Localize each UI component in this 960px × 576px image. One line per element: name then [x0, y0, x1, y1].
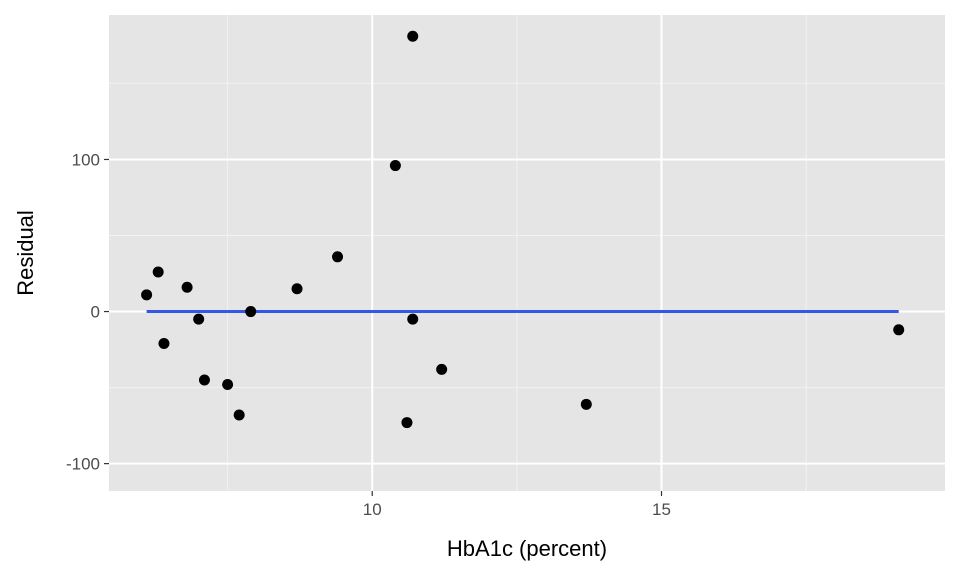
data-point: [141, 289, 153, 301]
data-point: [158, 337, 170, 349]
data-point: [233, 409, 245, 421]
y-axis-ticks: -100 0 100: [66, 150, 109, 474]
minor-gridlines: [109, 15, 945, 491]
data-point: [407, 313, 419, 325]
data-point: [181, 281, 193, 293]
y-axis-title: Residual: [13, 210, 38, 296]
data-point: [152, 266, 164, 278]
data-point: [245, 306, 257, 318]
data-point: [401, 417, 413, 429]
data-point: [332, 251, 344, 263]
data-point: [222, 379, 234, 391]
data-point: [436, 363, 448, 375]
plot-panel: [109, 15, 945, 491]
data-point: [193, 313, 205, 325]
data-point: [407, 30, 419, 42]
x-tick-label: 10: [363, 500, 382, 519]
data-point: [198, 374, 210, 386]
data-points: [141, 30, 905, 429]
y-tick-label: 0: [91, 303, 100, 322]
data-point: [291, 283, 303, 295]
x-axis-ticks: 10 15: [363, 491, 671, 519]
data-point: [580, 398, 592, 410]
y-tick-label: 100: [72, 150, 100, 169]
x-tick-label: 15: [652, 500, 671, 519]
data-point: [389, 160, 401, 172]
y-tick-label: -100: [66, 455, 100, 474]
x-axis-title: HbA1c (percent): [447, 536, 607, 561]
data-point: [893, 324, 905, 336]
